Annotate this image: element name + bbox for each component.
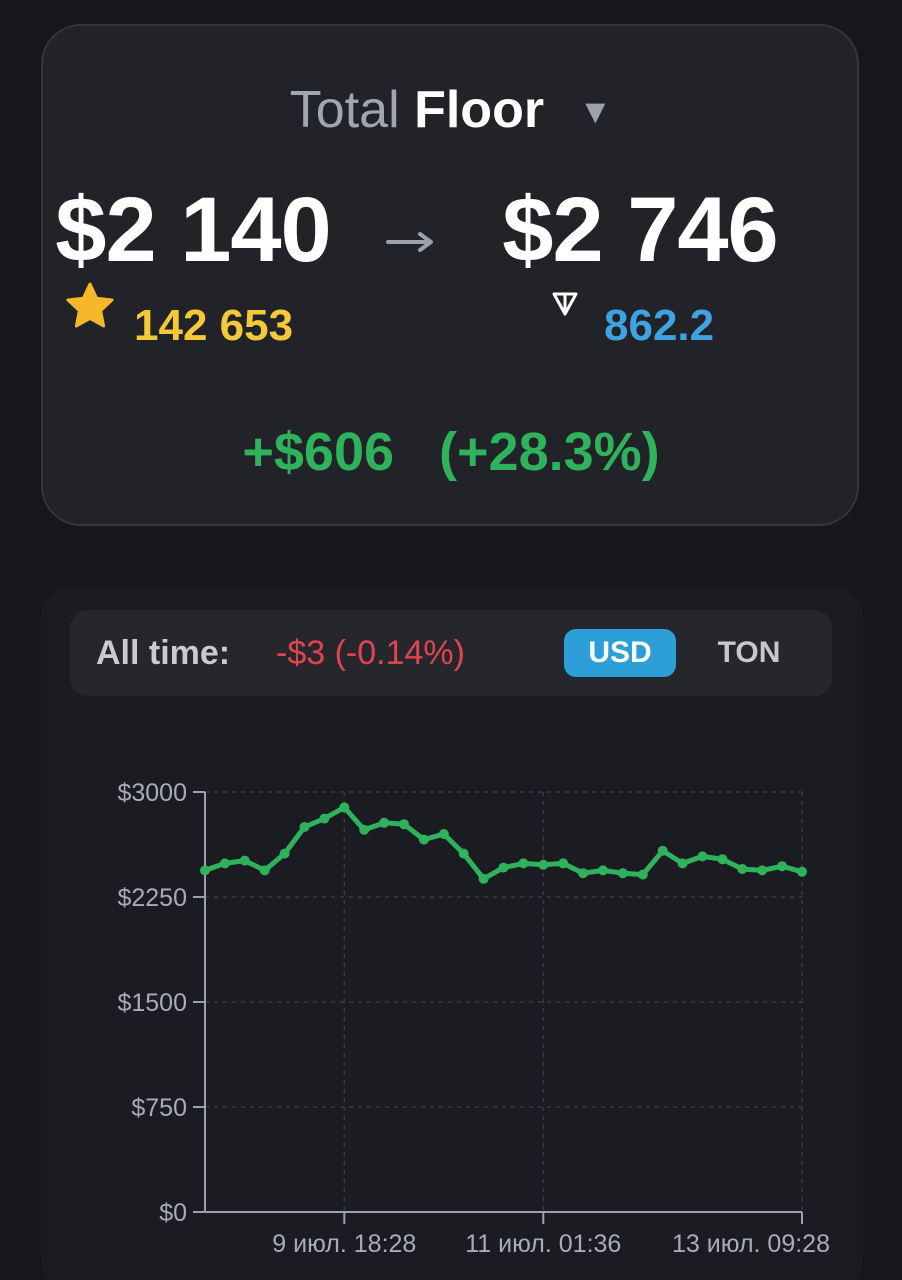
data-point[interactable]: [259, 865, 270, 876]
data-point[interactable]: [578, 868, 589, 879]
title-prefix: Total: [289, 81, 400, 139]
arrow-right-icon: [386, 232, 433, 252]
data-point[interactable]: [299, 822, 310, 832]
stars-value: 142 653: [134, 301, 294, 350]
data-point[interactable]: [438, 829, 449, 839]
alltime-value: -$3 (-0.14%): [276, 634, 465, 672]
data-point[interactable]: [757, 865, 768, 876]
alltime-bar: [70, 610, 832, 696]
change-percent: (+28.3%): [439, 422, 660, 482]
x-tick-label: 9 июл. 18:28: [272, 1230, 416, 1258]
data-point[interactable]: [697, 851, 708, 862]
data-point[interactable]: [219, 858, 230, 869]
currency-ton-button[interactable]: TON: [717, 636, 781, 669]
data-point[interactable]: [797, 866, 807, 877]
y-tick-label: $3000: [117, 779, 187, 807]
data-point[interactable]: [279, 848, 290, 859]
data-point[interactable]: [538, 859, 549, 870]
data-point[interactable]: [617, 868, 628, 879]
data-point[interactable]: [319, 813, 330, 824]
data-point[interactable]: [677, 858, 688, 869]
data-point[interactable]: [657, 845, 668, 856]
change-absolute: +$606: [242, 422, 395, 482]
total-floor-selector[interactable]: Total Floor ▼: [0, 80, 902, 142]
summary-card: [41, 24, 859, 526]
title-main: Floor: [414, 81, 545, 139]
y-tick-label: $1500: [117, 989, 187, 1017]
data-point[interactable]: [418, 834, 429, 845]
data-point[interactable]: [359, 824, 370, 835]
data-point[interactable]: [239, 855, 250, 866]
data-point[interactable]: [777, 861, 788, 872]
y-tick-label: $0: [159, 1199, 187, 1227]
data-point[interactable]: [458, 848, 469, 859]
data-point[interactable]: [637, 869, 648, 880]
star-icon: [66, 282, 114, 328]
data-point[interactable]: [200, 865, 210, 876]
y-tick-label: $750: [131, 1094, 187, 1122]
currency-usd-button[interactable]: USD: [564, 629, 676, 677]
data-point[interactable]: [379, 817, 390, 828]
from-amount: $2 140: [55, 179, 331, 281]
data-point[interactable]: [339, 802, 350, 813]
chart-panel: [41, 588, 863, 1280]
y-tick-label: $2250: [117, 884, 187, 912]
to-amount: $2 746: [502, 179, 778, 281]
data-point[interactable]: [598, 865, 608, 876]
data-point[interactable]: [498, 862, 509, 873]
data-point[interactable]: [399, 819, 409, 830]
caret-down-icon: ▼: [578, 93, 613, 131]
ton-icon: [552, 292, 578, 316]
data-point[interactable]: [558, 858, 569, 869]
change-summary: +$606 (+28.3%): [0, 422, 902, 482]
data-point[interactable]: [518, 858, 529, 869]
data-point[interactable]: [717, 854, 728, 865]
data-point[interactable]: [737, 864, 748, 874]
data-point[interactable]: [478, 873, 489, 884]
x-tick-label: 13 июл. 09:28: [672, 1230, 830, 1258]
alltime-label: All time:: [96, 634, 231, 672]
x-tick-label: 11 июл. 01:36: [465, 1230, 621, 1258]
ton-value: 862.2: [604, 301, 715, 350]
